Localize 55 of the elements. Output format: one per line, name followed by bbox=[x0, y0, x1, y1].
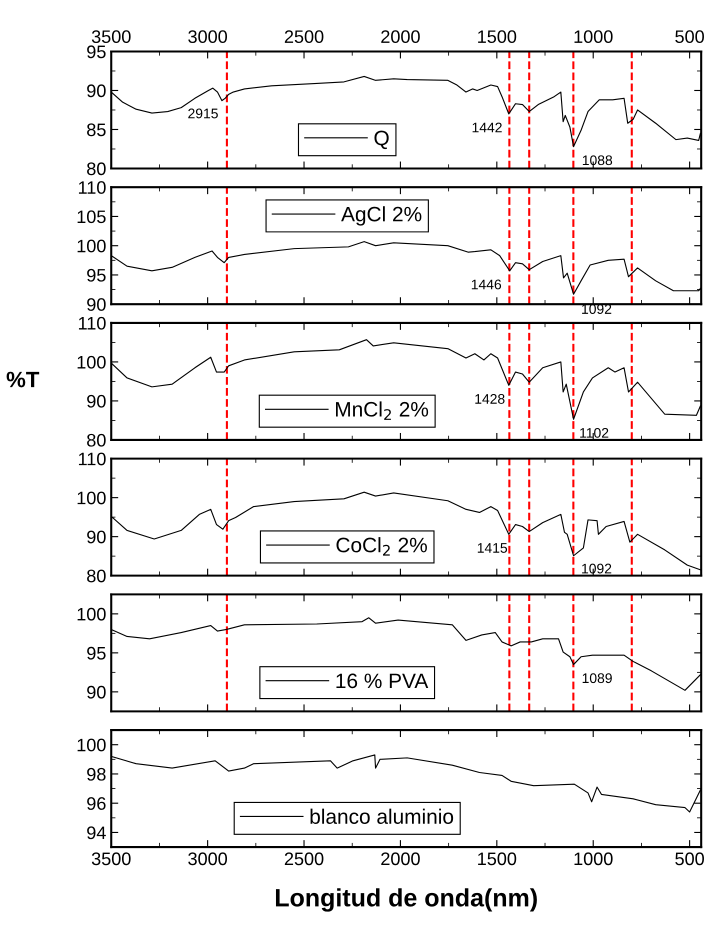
x2-tick-label: 2500 bbox=[284, 30, 324, 44]
x2-tick-label: 2000 bbox=[381, 30, 420, 44]
y-tick-label: 80 bbox=[87, 162, 106, 176]
y-tick-label: 100 bbox=[78, 738, 106, 752]
y-tick-label: 100 bbox=[78, 608, 106, 621]
y-tick-label: 95 bbox=[87, 646, 106, 660]
y-tick-label: 80 bbox=[87, 434, 106, 447]
x2-tick-label: 500 bbox=[675, 30, 704, 44]
annotation: 1415 bbox=[478, 543, 508, 553]
y-tick-label: 96 bbox=[87, 797, 106, 810]
y-tick-label: 85 bbox=[87, 123, 106, 136]
legend-label: CoCl$_{2}$ 2% bbox=[336, 537, 427, 556]
y-tick-label: 90 bbox=[87, 394, 106, 408]
y-tick-label: 110 bbox=[78, 316, 106, 330]
y-axis-title: %T bbox=[6, 372, 40, 388]
y-tick-label: 98 bbox=[87, 768, 106, 781]
y-tick-label: 100 bbox=[78, 240, 106, 252]
y-tick-label: 90 bbox=[87, 84, 106, 98]
x-tick-label: 1000 bbox=[574, 852, 613, 866]
x2-tick-label: 1000 bbox=[574, 30, 613, 44]
legend-label: 16 % PVA bbox=[336, 673, 428, 688]
x-tick-label: 3000 bbox=[188, 852, 228, 866]
y-tick-label: 100 bbox=[78, 356, 106, 369]
legend-label: MnCl$_{2}$ 2% bbox=[336, 401, 428, 420]
y-tick-label: 105 bbox=[78, 210, 106, 224]
annotation: 1446 bbox=[472, 280, 502, 290]
y-tick-label: 95 bbox=[87, 268, 106, 282]
legend-label: Q bbox=[374, 130, 389, 150]
y-tick-label: 90 bbox=[87, 298, 106, 311]
annotation: 1088 bbox=[582, 155, 612, 166]
y-tick-label: 110 bbox=[78, 181, 106, 194]
annotation: 1428 bbox=[475, 394, 505, 404]
x-axis-title: Longitud de onda(nm) bbox=[276, 888, 537, 912]
y-tick-label: 110 bbox=[78, 452, 106, 466]
y-tick-label: 80 bbox=[87, 570, 106, 582]
y-tick-label: 100 bbox=[78, 492, 106, 504]
y-tick-label: 95 bbox=[87, 45, 106, 58]
y-tick-label: 90 bbox=[87, 686, 106, 699]
annotation: 1102 bbox=[580, 428, 608, 438]
x2-tick-label: 3500 bbox=[92, 30, 131, 44]
annotation: 2915 bbox=[188, 108, 218, 118]
x-tick-label: 500 bbox=[675, 852, 704, 866]
y-tick-label: 90 bbox=[87, 530, 106, 544]
y-tick-label: 94 bbox=[87, 826, 106, 840]
annotation: 1089 bbox=[582, 673, 612, 684]
legend-label: AgCl 2% bbox=[341, 206, 422, 226]
x-tick-label: 1500 bbox=[478, 852, 516, 866]
x-tick-label: 2000 bbox=[381, 852, 420, 866]
x2-tick-label: 3000 bbox=[188, 30, 228, 44]
x-tick-label: 3500 bbox=[92, 852, 131, 866]
x-tick-label: 2500 bbox=[284, 852, 324, 866]
x2-tick-label: 1500 bbox=[478, 30, 516, 44]
annotation: 1442 bbox=[472, 122, 502, 132]
legend-label: blanco aluminio bbox=[310, 808, 454, 824]
annotation: 1092 bbox=[582, 564, 612, 574]
